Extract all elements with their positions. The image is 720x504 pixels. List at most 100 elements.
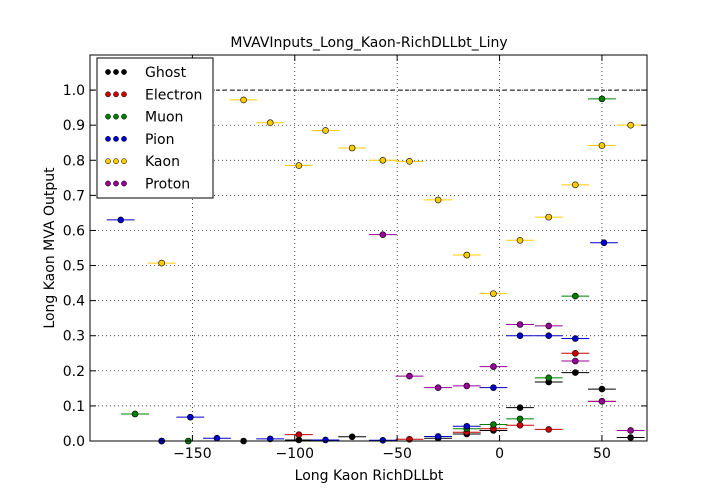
chart-title: MVAVInputs_Long_Kaon-RichDLLbt_Liny [230,35,507,51]
data-point [545,322,553,330]
data-point [516,404,524,411]
y-tick-label: 0.8 [63,153,85,169]
data-point [213,434,221,442]
data-point [627,427,634,434]
legend-marker [113,136,119,142]
legend-marker [121,136,127,142]
y-tick-label: 0.9 [63,118,85,134]
series-proton [368,231,645,434]
y-tick-label: 0.6 [63,223,85,239]
data-point [240,96,247,104]
data-point [187,413,194,421]
data-point [516,421,524,429]
x-tick-label: −50 [382,446,412,462]
legend-marker [121,69,127,75]
data-point [598,95,606,103]
legend-marker [105,113,111,120]
y-tick-label: 0.0 [63,434,85,450]
data-point [463,382,471,390]
data-point [434,196,442,204]
legend-marker [105,158,111,165]
x-axis-label: Long Kaon RichDLLbt [295,468,444,484]
legend-marker [105,136,111,142]
legend-label-ghost: Ghost [145,65,187,81]
series-kaon [147,96,645,297]
legend-marker [113,180,119,187]
data-point [379,156,387,164]
legend-marker [113,158,119,165]
x-tick-label: −100 [276,446,314,462]
y-tick-label: 0.1 [63,399,85,415]
data-point [379,436,387,444]
legend-marker [121,180,127,187]
plot-area-frame [89,54,648,442]
legend-label-muon: Muon [145,110,183,126]
data-point [131,410,139,418]
data-point [490,384,497,391]
data-point [463,422,471,430]
data-point [490,290,497,297]
data-point [322,436,329,444]
y-tick-label: 1.0 [63,83,85,99]
data-point [490,421,497,428]
legend-marker [113,69,119,75]
y-tick-label: 0.7 [63,188,85,204]
y-tick-label: 0.4 [63,294,85,310]
data-point [545,426,553,433]
y-tick-label: 0.5 [63,259,85,275]
data-point [406,372,413,380]
legend-marker [121,158,127,165]
data-point [348,433,356,441]
legend-marker [105,180,111,187]
data-point [516,321,524,328]
data-point [295,162,303,169]
data-point [545,213,553,221]
x-tick-label: −150 [173,446,211,462]
data-point [572,181,579,189]
data-point [627,434,634,441]
legend-marker [113,113,119,120]
legend-label-pion: Pion [145,132,174,148]
data-point [348,144,356,152]
data-point [545,332,553,340]
legend-label-kaon: Kaon [145,154,180,170]
data-point [406,158,413,165]
axis-ticks: −150 −100 −50 0 50 0.0 0.1 0.2 0.3 0.4 0.5 0.6 0.7 0.… [63,55,647,462]
y-axis-label: Long Kaon MVA Output [42,167,58,329]
data-point [322,127,329,134]
data-point [598,142,606,149]
legend-marker [113,91,119,98]
legend-marker [105,91,111,98]
data-point [572,369,579,376]
data-point [490,363,497,370]
data-point [516,332,524,340]
x-tick-label: 0 [495,446,504,462]
y-tick-label: 0.2 [63,364,85,380]
data-point [266,435,274,443]
legend-box [96,57,214,199]
data-point [516,415,524,423]
y-tick-label: 0.3 [63,329,85,345]
data-point [572,349,579,357]
legend-label-electron: Electron [145,87,202,103]
data-point [572,292,579,300]
data-point [572,335,579,342]
data-point [516,236,524,244]
data-point [463,251,471,259]
data-point [627,121,634,129]
legend: Ghost Electron Muon Pion Kaon Proton [96,57,214,199]
legend-label-proton: Proton [145,177,190,193]
data-point [158,259,165,267]
data-point [598,385,606,393]
data-point [434,384,442,391]
data-point [600,239,608,247]
data-point [266,119,274,127]
data-point [379,231,387,238]
data-point [117,216,125,224]
legend-marker [121,91,127,98]
data-point [572,357,579,365]
data-point [545,374,553,382]
legend-marker [105,69,111,75]
data-point [598,398,606,405]
